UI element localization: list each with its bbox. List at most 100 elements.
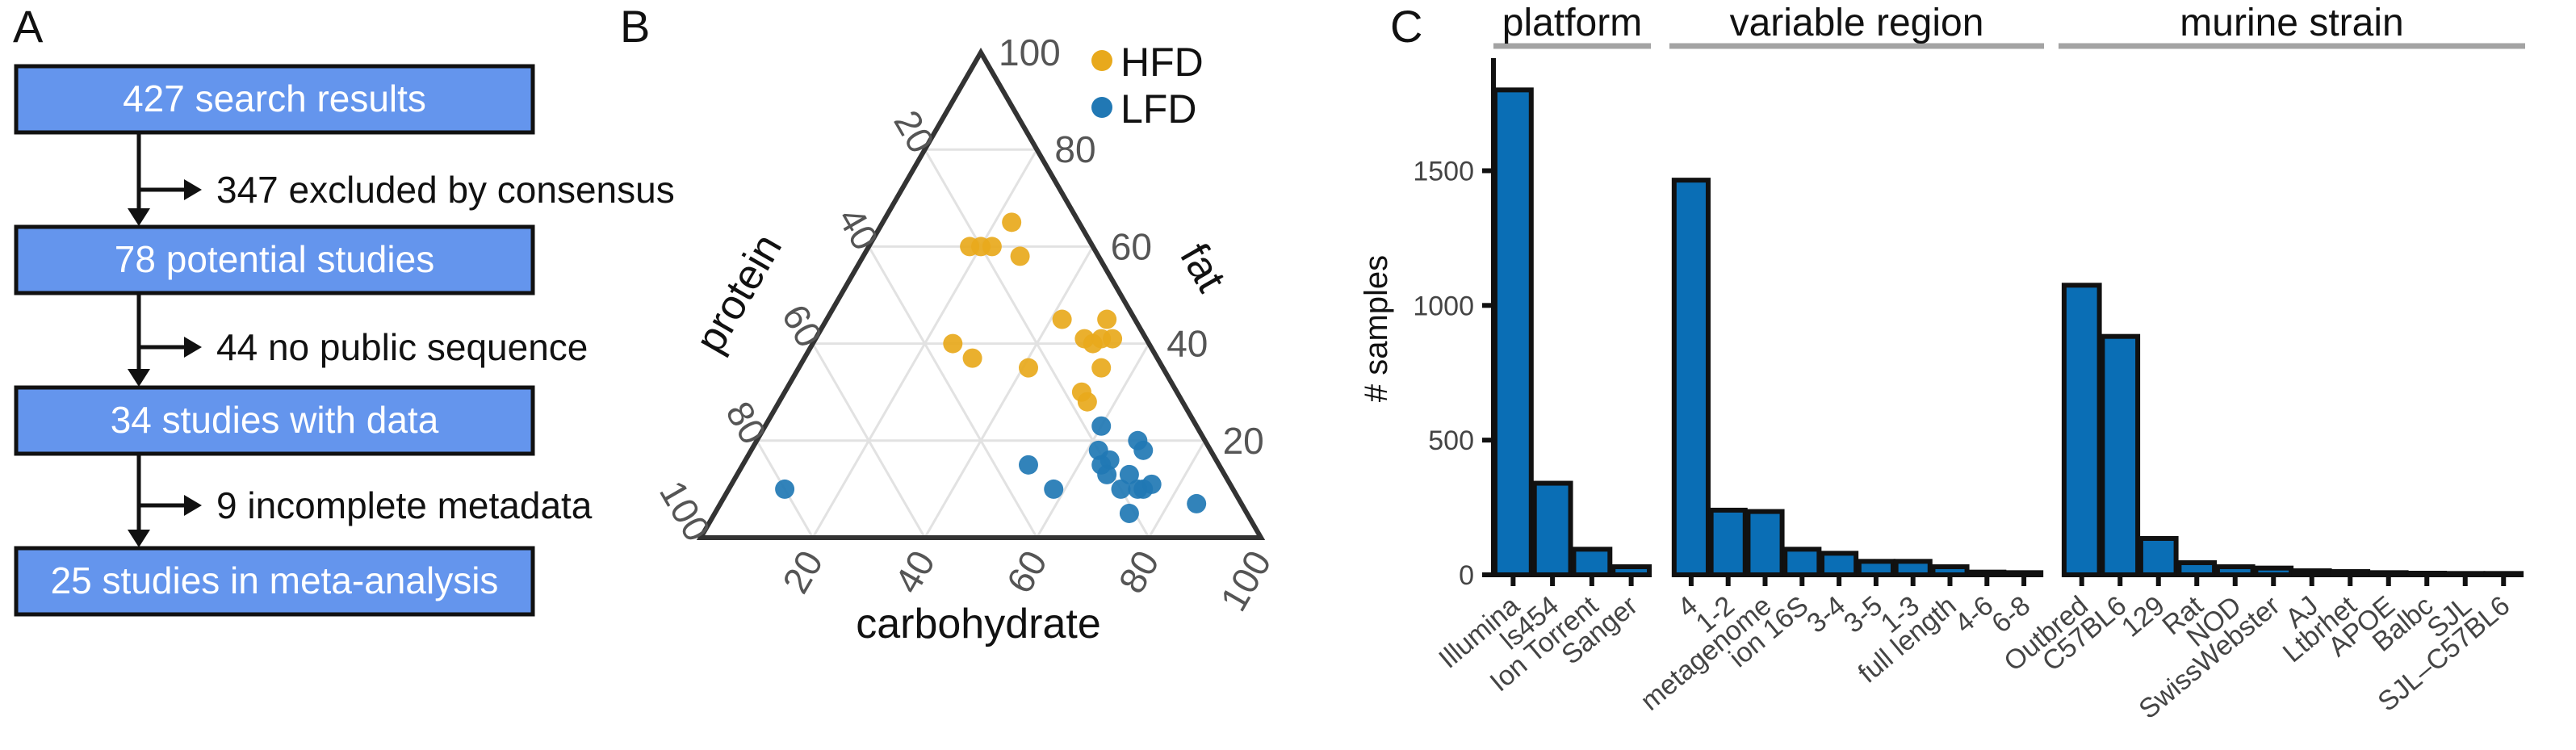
point-lfd-9 [1111, 479, 1131, 499]
bar-2-3 [2176, 559, 2218, 577]
point-hfd-2 [982, 237, 1002, 257]
point-lfd-15 [1119, 503, 1139, 523]
point-lfd-2 [1044, 479, 1064, 499]
exclusion-1-label: 347 excluded by consensus [216, 169, 675, 211]
tick-fat-80: 80 [1054, 128, 1095, 170]
flow-box-1 [14, 64, 535, 135]
ternary-points [775, 212, 1207, 523]
ternary-grid [756, 148, 1206, 538]
y-tick-label-1500: 1500 [1413, 156, 1474, 186]
point-hfd-8 [1052, 309, 1072, 329]
legend-marker-lfd [1091, 97, 1112, 118]
bar-2-2 [2138, 535, 2179, 578]
ternary-triangle [696, 48, 1266, 540]
exclusion-2-label: 44 no public sequence [216, 326, 588, 368]
point-hfd-7 [1018, 358, 1038, 378]
flow-arrow-2 [128, 293, 202, 387]
tick-carbohydrate-80: 80 [1110, 543, 1167, 600]
bar-0-3 [1611, 564, 1652, 578]
point-lfd-0 [775, 479, 795, 499]
tick-carbohydrate-20: 20 [774, 543, 831, 600]
point-hfd-6 [962, 348, 982, 368]
bar-0-2 [1571, 547, 1613, 577]
ternary-axis-label-protein: protein [686, 226, 791, 361]
tick-fat-100: 100 [999, 31, 1061, 73]
point-hfd-5 [943, 333, 963, 354]
bar-1-0 [1671, 178, 1711, 578]
flow-box-1-label: 427 search results [123, 78, 426, 119]
y-tick-label-1000: 1000 [1413, 291, 1474, 321]
tick-carbohydrate-100: 100 [1212, 543, 1279, 618]
flow-arrow-3 [128, 454, 202, 547]
point-lfd-8 [1119, 464, 1139, 484]
point-lfd-1 [1018, 455, 1038, 475]
bar-2-0 [2061, 283, 2102, 577]
grid-line-protein-60 [811, 342, 926, 538]
y-axis-label: # samples [1359, 255, 1394, 402]
point-lfd-12 [1141, 474, 1162, 494]
y-tick-label-500: 500 [1428, 425, 1474, 456]
ternary-legend: HFD LFD [1091, 40, 1204, 132]
ternary-axis-label-carbohydrate: carbohydrate [856, 601, 1101, 647]
point-lfd-14 [1128, 430, 1148, 450]
flow-arrow-1 [128, 132, 202, 226]
bar-2-4 [2214, 564, 2256, 578]
bar-2-7 [2330, 568, 2371, 577]
bar-1-3 [1782, 547, 1822, 577]
grid-line-carb-40 [924, 245, 1095, 538]
flow-box-4-label: 25 studies in meta-analysis [51, 559, 499, 601]
bar-1-2 [1745, 509, 1785, 578]
panel-letter-c: C [1390, 1, 1422, 52]
point-lfd-3 [1091, 416, 1112, 436]
bar-2-5 [2253, 565, 2294, 578]
panel-c: C # samples 050010001500platformIllumina… [1359, 1, 2525, 725]
bar-2-1 [2100, 333, 2141, 577]
flow-box-2-label: 78 potential studies [115, 238, 434, 280]
bar-1-8 [1967, 569, 2007, 577]
facet-title-0: platform [1502, 2, 1642, 44]
grid-line-protein-40 [867, 245, 1038, 538]
bar-0-0 [1492, 87, 1534, 578]
grid-line-carb-60 [1036, 342, 1150, 538]
bar-2-11 [2483, 571, 2524, 578]
bar-1-7 [1930, 564, 1970, 578]
tick-carbohydrate-60: 60 [998, 543, 1055, 600]
bar-1-1 [1708, 507, 1748, 577]
bar-1-6 [1893, 559, 1933, 578]
bar-2-6 [2291, 568, 2332, 578]
bar-1-4 [1820, 551, 1859, 577]
bar-1-9 [2004, 570, 2044, 577]
bar-1-5 [1856, 559, 1895, 578]
legend-label-lfd: LFD [1120, 86, 1196, 132]
grid-line-carb-80 [1147, 440, 1206, 538]
tick-protein-20: 20 [886, 103, 943, 160]
point-hfd-1 [960, 237, 980, 257]
panel-letter-a: A [13, 1, 44, 52]
tick-protein-60: 60 [774, 297, 831, 354]
ternary-axis-label-fat: fat [1171, 236, 1234, 300]
tick-fat-60: 60 [1111, 225, 1152, 267]
flow-box-3 [14, 385, 535, 456]
bar-2-8 [2368, 570, 2409, 577]
bar-2-10 [2444, 571, 2486, 578]
legend-marker-hfd [1091, 50, 1112, 71]
point-lfd-7 [1097, 464, 1117, 484]
tick-fat-20: 20 [1223, 420, 1264, 462]
point-hfd-14 [1091, 358, 1112, 378]
flow-box-3-label: 34 studies with data [111, 399, 439, 441]
y-tick-label-0: 0 [1459, 560, 1474, 591]
tick-protein-80: 80 [718, 394, 775, 450]
point-hfd-13 [1103, 329, 1123, 349]
tick-fat-40: 40 [1167, 323, 1208, 365]
point-hfd-3 [1002, 212, 1022, 233]
point-lfd-16 [1187, 493, 1207, 513]
legend-label-hfd: HFD [1120, 40, 1204, 85]
point-hfd-4 [1010, 246, 1030, 266]
facet-title-1: variable region [1730, 2, 1984, 44]
tick-protein-40: 40 [830, 200, 887, 257]
facet-title-2: murine strain [2180, 2, 2403, 44]
point-hfd-9 [1097, 309, 1117, 329]
